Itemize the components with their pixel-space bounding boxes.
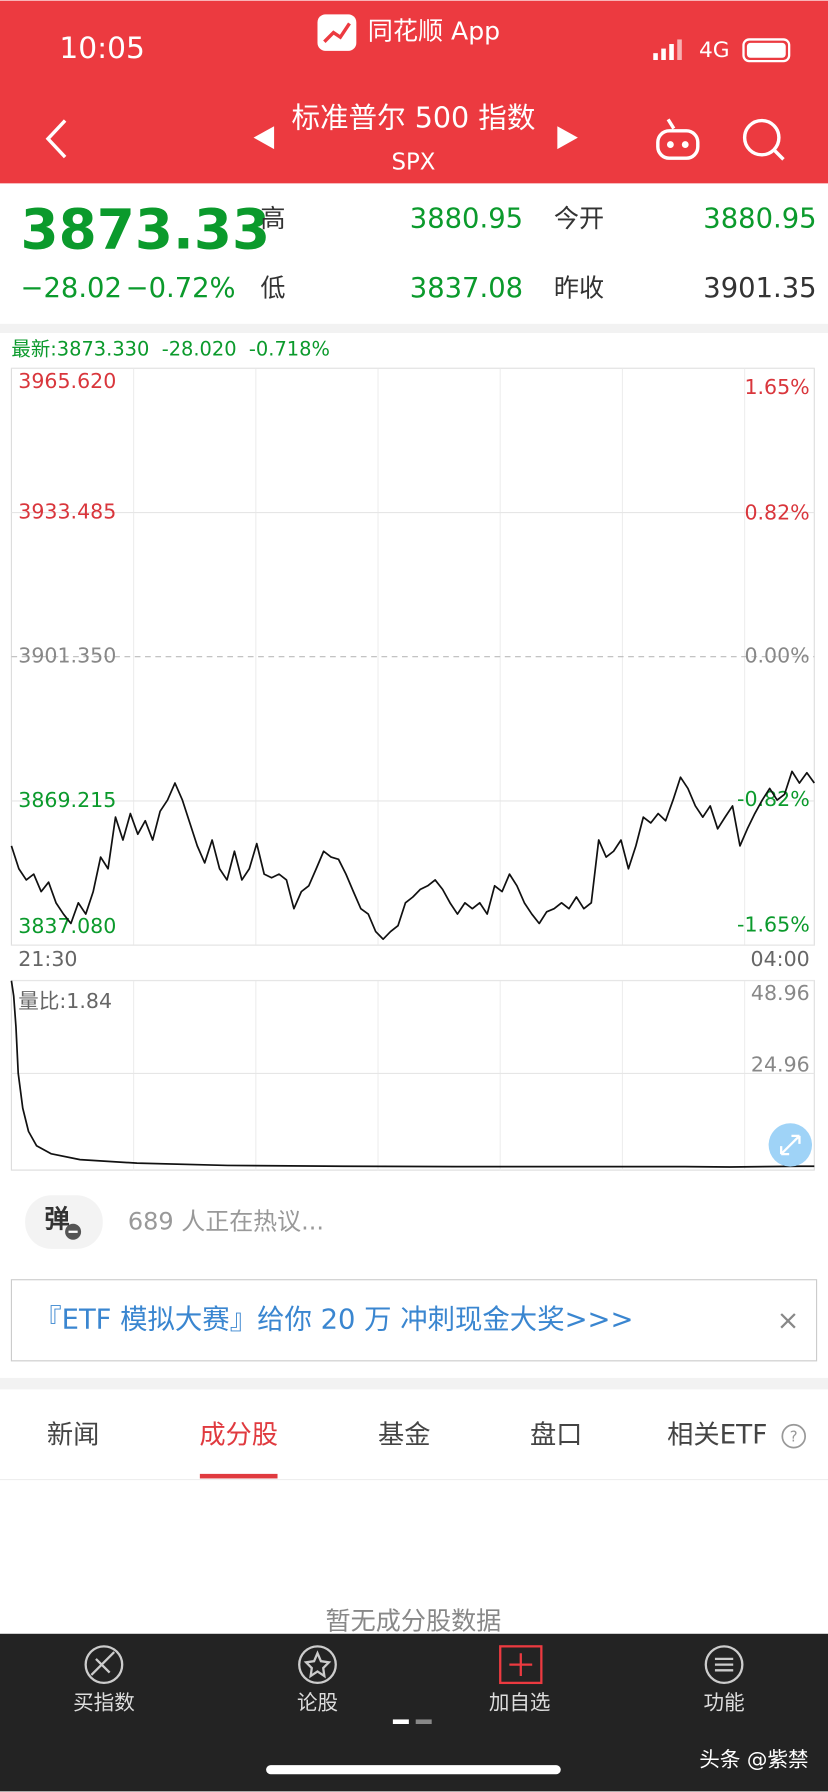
volume-chart-frame [10, 979, 815, 1171]
home-indicator [266, 1765, 561, 1775]
y-tick-label: 3901.350 [18, 644, 116, 668]
page-dot [415, 1719, 432, 1724]
add-plus [509, 1653, 533, 1677]
y-tick-label: 3965.620 [18, 369, 116, 393]
prev-button[interactable] [253, 126, 275, 150]
change-pct: −0.72% [126, 273, 236, 304]
field-label: 昨收 [554, 274, 604, 303]
nav-label[interactable]: 买指数 [73, 1690, 135, 1714]
signal [653, 39, 682, 61]
y-tick-label: 48.96 [751, 981, 810, 1005]
tab[interactable]: 基金 [378, 1421, 431, 1451]
empty-text: 暂无成分股数据 [326, 1606, 502, 1635]
banner[interactable] [10, 1279, 818, 1362]
field-value: 3880.95 [703, 203, 816, 234]
battery [742, 38, 791, 63]
app-icon-mark [323, 22, 351, 43]
banner-text[interactable]: 『ETF 模拟大赛』给你 20 万 冲刺现金大奖>>> [34, 1304, 633, 1335]
tab[interactable]: 成分股 [199, 1421, 278, 1451]
banner-close[interactable] [780, 1313, 796, 1329]
y2-tick-label: 0.00% [744, 644, 809, 668]
nav-label[interactable]: 论股 [297, 1690, 338, 1714]
tab[interactable]: 相关ETF [667, 1421, 767, 1451]
expand-icon [780, 1134, 801, 1156]
app-name: 同花顺 App [368, 17, 500, 46]
search-button[interactable] [742, 118, 785, 161]
field-label: 低 [260, 274, 285, 303]
field-label: 高 [260, 204, 285, 233]
y-tick-label: 3933.485 [18, 500, 116, 524]
danmu-toggle[interactable] [25, 1195, 103, 1249]
y2-tick-label: -1.65% [737, 913, 810, 937]
watermark: 头条 @紫禁 [699, 1748, 808, 1772]
y-tick-label: 24.96 [751, 1052, 810, 1076]
help-mark: ? [790, 1428, 798, 1445]
tab[interactable]: 新闻 [47, 1421, 100, 1451]
help-icon[interactable] [781, 1423, 807, 1449]
x-tick-label: 04:00 [751, 947, 810, 971]
chart-legend: 最新:3873.330 -28.020 -0.718% [11, 338, 330, 361]
y-tick-label: 3837.080 [18, 914, 116, 938]
series-line [10, 980, 815, 1168]
next-button[interactable] [557, 126, 578, 150]
app-icon [317, 14, 357, 51]
y2-tick-label: -0.82% [737, 787, 810, 811]
price: 3873.33 [21, 198, 271, 262]
nav-label[interactable]: 加自选 [489, 1690, 551, 1714]
header-bg [0, 0, 828, 184]
y2-tick-label: 1.65% [744, 375, 809, 399]
field-value: 3901.35 [703, 273, 816, 304]
separator [0, 1377, 828, 1390]
separator [0, 323, 828, 333]
page-title: 标准普尔 500 指数 [291, 100, 535, 134]
change: −28.02 [21, 273, 122, 304]
add-icon [499, 1645, 543, 1685]
tab-underline [199, 1473, 278, 1479]
field-value: 3880.95 [410, 203, 523, 234]
y-tick-label: 3869.215 [18, 788, 116, 812]
nav-label[interactable]: 功能 [704, 1690, 745, 1714]
page-code: SPX [391, 149, 435, 175]
volume-legend: 量比:1.84 [18, 989, 112, 1013]
danmu-badge: 弹 [45, 1204, 70, 1233]
x-tick-label: 21:30 [18, 947, 77, 971]
battery-level [746, 42, 786, 58]
page-dot-active [392, 1719, 409, 1724]
robot-button[interactable] [656, 118, 700, 160]
y2-tick-label: 0.82% [744, 500, 809, 524]
field-label: 今开 [554, 204, 604, 233]
network: 4G [699, 38, 730, 63]
series-line [10, 770, 815, 941]
status-time: 10:05 [59, 31, 145, 66]
danmu-text: 689 人正在热议... [128, 1208, 324, 1236]
field-value: 3837.08 [410, 273, 523, 304]
tab[interactable]: 盘口 [530, 1421, 583, 1451]
nav-icons [84, 1645, 744, 1685]
back-button[interactable] [45, 119, 67, 159]
